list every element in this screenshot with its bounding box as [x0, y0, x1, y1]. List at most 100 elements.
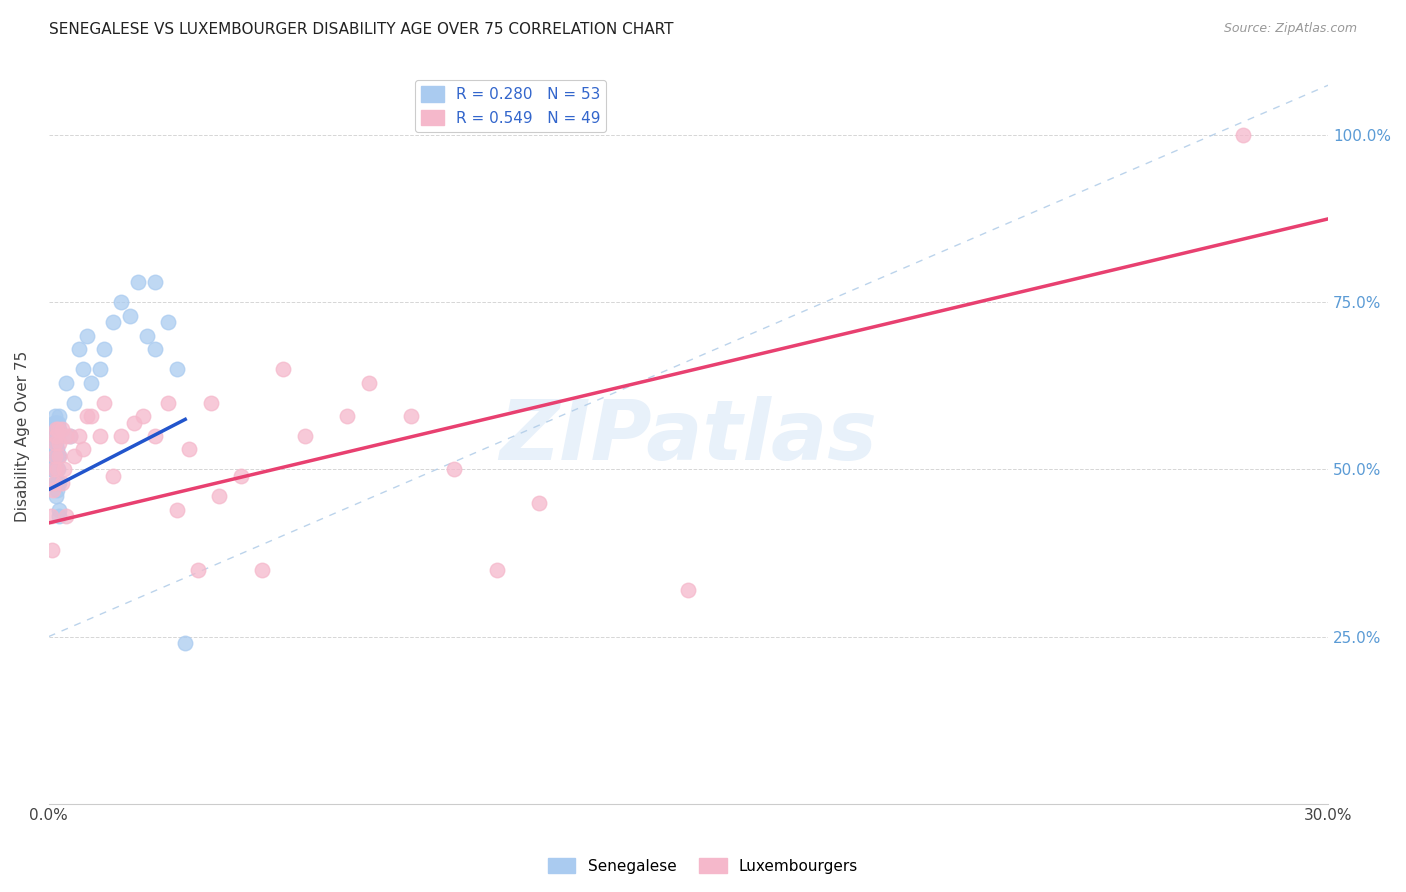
Point [179, 442, 201, 457]
Point [45, 475, 67, 490]
Point [67, 429, 90, 443]
Y-axis label: Disability Age Over 75: Disability Age Over 75 [15, 351, 30, 522]
Point [89, 362, 111, 376]
Point [41, 542, 63, 557]
Point [93, 395, 115, 409]
Point [174, 636, 197, 650]
Point [46, 483, 69, 497]
Point [93, 342, 115, 356]
Point [443, 462, 465, 476]
Point [294, 429, 316, 443]
Point [52, 462, 75, 476]
Point [1232, 128, 1254, 143]
Point [45, 416, 67, 430]
Point [46, 449, 69, 463]
Point [42, 435, 65, 450]
Point [187, 563, 209, 577]
Point [44, 435, 66, 450]
Point [46, 429, 69, 443]
Text: ZIPatlas: ZIPatlas [499, 395, 877, 476]
Point [229, 469, 252, 483]
Point [44, 475, 66, 490]
Point [48, 475, 70, 490]
Point [157, 395, 180, 409]
Point [55, 376, 77, 390]
Point [208, 489, 231, 503]
Point [145, 429, 167, 443]
Point [80, 376, 103, 390]
Point [42, 462, 65, 476]
Point [48, 409, 70, 423]
Point [72, 362, 94, 376]
Point [131, 409, 153, 423]
Point [48, 422, 70, 436]
Point [48, 435, 70, 450]
Point [122, 416, 145, 430]
Point [55, 509, 77, 524]
Point [166, 502, 188, 516]
Point [39, 462, 62, 476]
Point [46, 462, 69, 476]
Point [39, 509, 62, 524]
Legend: R = 0.280   N = 53, R = 0.549   N = 49: R = 0.280 N = 53, R = 0.549 N = 49 [415, 80, 606, 132]
Point [51, 475, 73, 490]
Point [45, 449, 67, 463]
Point [42, 449, 65, 463]
Point [42, 483, 65, 497]
Point [44, 449, 66, 463]
Point [55, 429, 77, 443]
Point [336, 409, 359, 423]
Point [166, 362, 188, 376]
Point [110, 429, 132, 443]
Point [44, 462, 66, 476]
Point [46, 462, 69, 476]
Point [101, 469, 124, 483]
Point [44, 429, 66, 443]
Point [48, 449, 70, 463]
Point [357, 376, 380, 390]
Point [80, 409, 103, 423]
Point [45, 429, 67, 443]
Point [527, 496, 550, 510]
Point [89, 429, 111, 443]
Point [45, 442, 67, 457]
Point [45, 462, 67, 476]
Point [101, 316, 124, 330]
Point [41, 449, 63, 463]
Point [250, 563, 273, 577]
Point [48, 509, 70, 524]
Point [63, 449, 86, 463]
Point [399, 409, 422, 423]
Point [44, 409, 66, 423]
Point [46, 475, 69, 490]
Point [44, 475, 66, 490]
Point [678, 582, 700, 597]
Point [76, 328, 98, 343]
Point [63, 395, 86, 409]
Point [76, 409, 98, 423]
Point [46, 422, 69, 436]
Text: Source: ZipAtlas.com: Source: ZipAtlas.com [1223, 22, 1357, 36]
Point [45, 435, 67, 450]
Point [200, 395, 222, 409]
Point [485, 563, 508, 577]
Point [157, 316, 180, 330]
Point [59, 429, 82, 443]
Point [45, 442, 67, 457]
Point [45, 416, 67, 430]
Point [45, 489, 67, 503]
Point [110, 295, 132, 310]
Point [46, 416, 69, 430]
Point [48, 449, 70, 463]
Point [51, 422, 73, 436]
Point [42, 422, 65, 436]
Text: SENEGALESE VS LUXEMBOURGER DISABILITY AGE OVER 75 CORRELATION CHART: SENEGALESE VS LUXEMBOURGER DISABILITY AG… [49, 22, 673, 37]
Point [59, 429, 82, 443]
Point [127, 276, 149, 290]
Point [42, 462, 65, 476]
Point [118, 309, 141, 323]
Point [48, 502, 70, 516]
Point [45, 422, 67, 436]
Point [46, 422, 69, 436]
Point [72, 442, 94, 457]
